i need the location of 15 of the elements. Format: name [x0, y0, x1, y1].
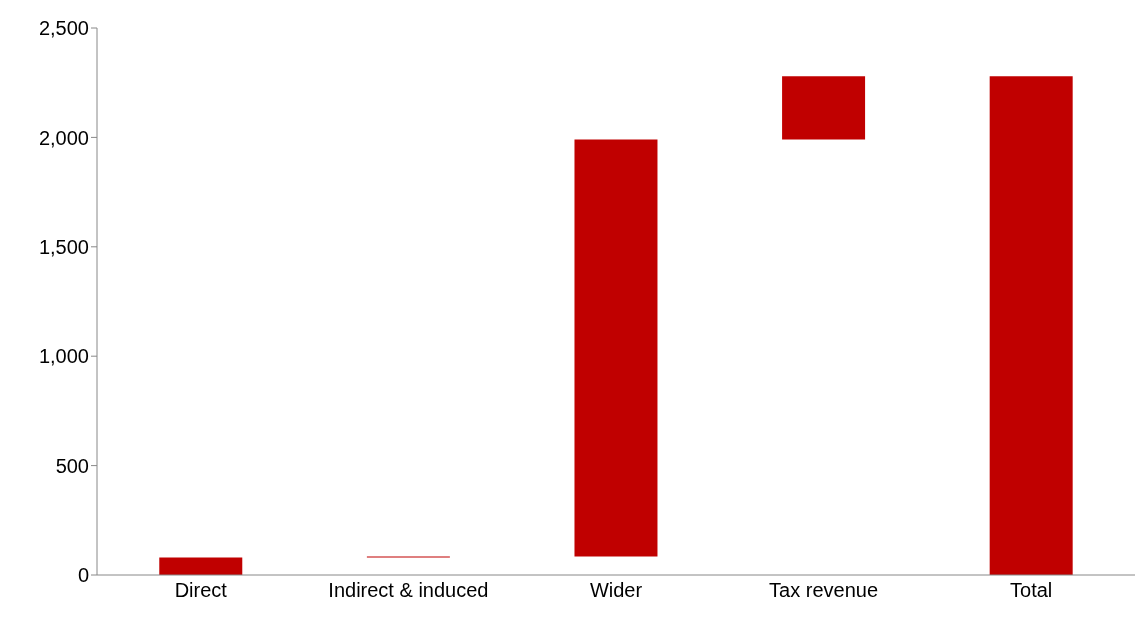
x-tick-label: Tax revenue: [769, 579, 879, 602]
y-tick-label: 0: [77, 564, 89, 587]
bar: [159, 557, 243, 575]
y-tick-label: 2,000: [38, 126, 89, 149]
bar: [574, 139, 658, 557]
y-tick-label: 1,000: [38, 345, 89, 368]
x-tick-label: Wider: [589, 579, 643, 602]
y-tick-label: 1,500: [38, 235, 89, 258]
bar: [782, 76, 866, 140]
y-tick-label: 500: [55, 454, 89, 477]
x-tick-label: Direct: [174, 579, 228, 602]
y-tick-label: 2,500: [38, 17, 89, 40]
x-tick-label: Total: [1010, 579, 1053, 602]
bar: [989, 76, 1073, 575]
x-tick-label: Indirect & induced: [328, 579, 489, 602]
